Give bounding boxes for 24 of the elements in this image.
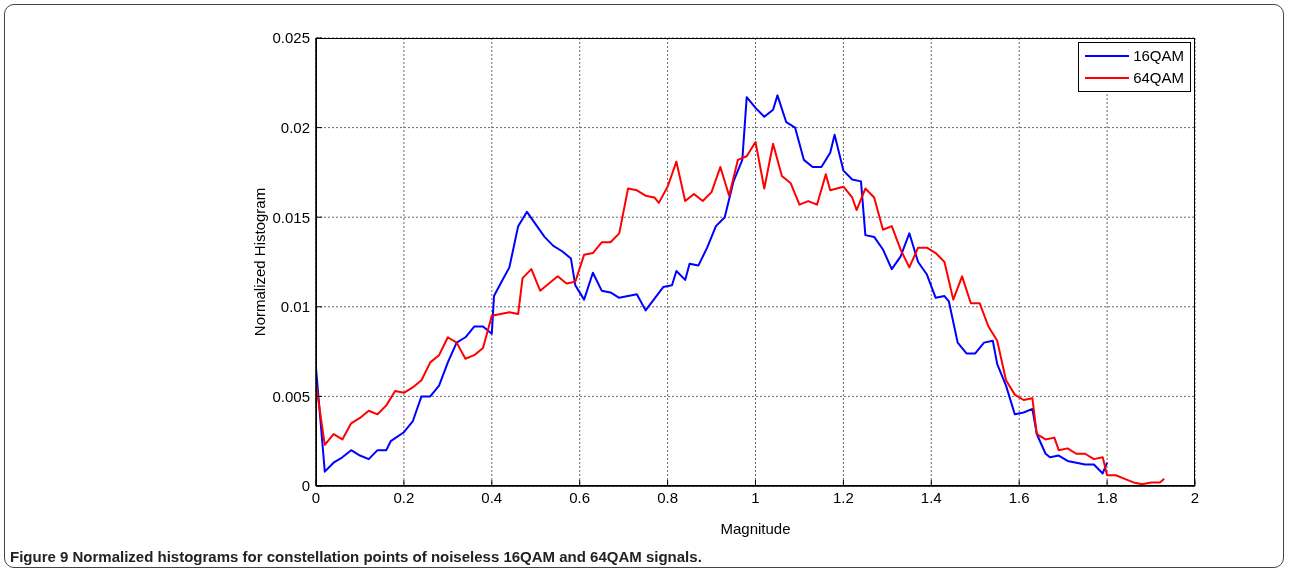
x-tick-label: 1 — [751, 488, 760, 506]
legend-label: 64QAM — [1133, 68, 1184, 88]
y-tick-label: 0.005 — [272, 387, 310, 405]
x-tick-label: 1.8 — [1096, 488, 1118, 506]
line-series — [316, 140, 1166, 486]
x-tick-label: 0 — [311, 488, 321, 506]
x-tick-label: 1.4 — [920, 488, 942, 506]
x-tick-label: 0.8 — [657, 488, 679, 506]
legend-label: 16QAM — [1133, 46, 1184, 66]
y-axis-title: Normalized Histogram — [251, 187, 269, 337]
x-tick-label: 1.6 — [1008, 488, 1030, 506]
line-series — [316, 94, 1109, 475]
y-tick-label: 0.01 — [280, 298, 310, 316]
x-axis-title: Magnitude — [720, 520, 791, 537]
y-tick-label: 0 — [301, 477, 310, 495]
x-tick-label: 1.2 — [832, 488, 854, 506]
x-tick-label: 0.4 — [481, 488, 503, 506]
y-tick-label: 0.025 — [272, 29, 310, 47]
x-tick-label: 0.6 — [569, 488, 591, 506]
y-tick-label: 0.015 — [272, 208, 310, 226]
x-tick-label: 0.2 — [393, 488, 415, 506]
caption: Figure 9 Normalized histograms for constellation points of noiseless 16QAM and 64QAM signals. — [10, 548, 702, 565]
x-tick-label: 2 — [1190, 488, 1200, 506]
y-tick-label: 0.02 — [280, 118, 310, 136]
